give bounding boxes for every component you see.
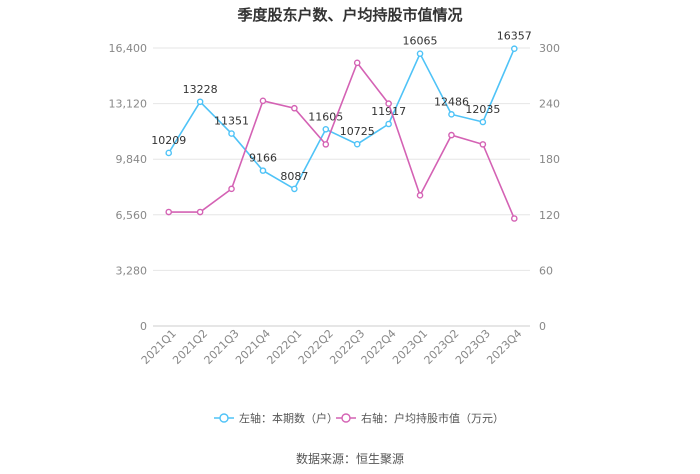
series-1-point [448, 111, 455, 118]
y-right-tick-label: 300 [539, 42, 560, 55]
series-line-1 [168, 48, 516, 191]
data-source: 数据来源：恒生聚源 [295, 452, 404, 466]
y-left-tick-label: 3,280 [116, 264, 148, 277]
y-right-tick-label: 120 [539, 209, 560, 222]
series-line-2 [168, 61, 516, 219]
series-2-point [228, 185, 235, 193]
series-1-data-label: 16357 [497, 30, 532, 43]
series-2-point [479, 141, 487, 148]
legend-label-1: 左轴：本期数（户） [239, 411, 338, 425]
series-1-point [322, 125, 330, 133]
series-1-point [165, 149, 173, 157]
series-1-point [259, 167, 267, 174]
legend-label-2: 右轴：户均持股市值（万元） [361, 411, 504, 425]
series-1-point [385, 120, 392, 128]
series-1-data-label: 9166 [249, 152, 277, 165]
series-1-data-label: 8087 [280, 170, 308, 183]
series-1-point [196, 98, 204, 106]
series-1-data-label: 12035 [465, 103, 500, 116]
y-left-tick-label: 16,400 [109, 42, 148, 55]
y-left-tick-label: 6,560 [116, 209, 148, 222]
x-tick-label: 2023Q4 [484, 327, 524, 367]
series-1-data-label: 12486 [434, 95, 469, 108]
series-1-data-label: 16065 [403, 35, 438, 48]
series-1-data-label: 11917 [371, 105, 406, 118]
y-right-tick-label: 240 [539, 98, 560, 111]
series-2-point [353, 59, 361, 67]
legend-swatch-marker-1 [219, 413, 229, 423]
y-left-tick-label: 9,840 [116, 153, 148, 166]
series-2-point [385, 100, 392, 107]
series-1-data-label: 13228 [183, 83, 218, 96]
series-1-point [228, 130, 235, 137]
series-1-point [416, 50, 424, 57]
series-2-point [322, 141, 330, 148]
y-right-tick-label: 60 [539, 264, 553, 277]
series-1-point [510, 45, 518, 53]
series-2-point [259, 97, 267, 105]
y-right-tick-label: 0 [539, 320, 546, 333]
series-2-point [510, 215, 518, 222]
y-left-tick-label: 0 [140, 320, 147, 333]
series-1-point [291, 185, 298, 193]
series-1-data-label: 11351 [214, 115, 249, 128]
series-2-point [291, 104, 298, 112]
chart-title: 季度股东户数、户均持股市值情况 [237, 6, 463, 24]
y-right-tick-label: 180 [539, 153, 560, 166]
series-1-data-label: 10725 [340, 125, 375, 138]
series-1-point [353, 140, 361, 148]
y-left-tick-label: 13,120 [109, 98, 148, 111]
legend-swatch-marker-2 [341, 413, 351, 423]
series-1-point [479, 118, 487, 126]
series-2-point [165, 208, 173, 216]
series-1-data-label: 10209 [151, 134, 186, 147]
series-2-point [416, 192, 424, 199]
series-2-point [448, 131, 455, 139]
series-2-point [196, 208, 204, 216]
